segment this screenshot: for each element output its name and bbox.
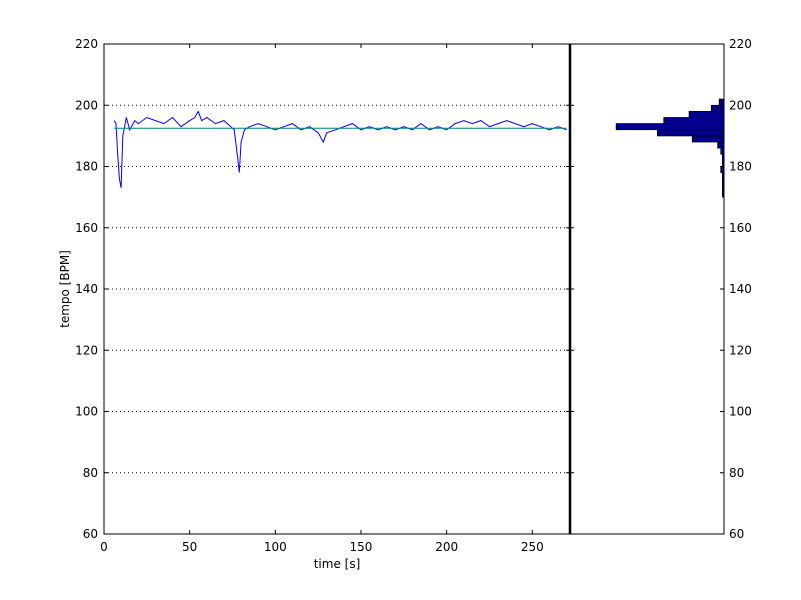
histogram-bar-186 [717, 141, 725, 149]
hist-y-tick-label-180: 180 [729, 160, 752, 174]
y-tick-label-60: 60 [83, 527, 98, 541]
hist-y-tick-label-100: 100 [729, 405, 752, 419]
histogram-bar-196 [688, 111, 725, 118]
hist-y-tick-label-160: 160 [729, 221, 752, 235]
hist-y-tick-label-60: 60 [729, 527, 744, 541]
x-tick-label-150: 150 [350, 540, 373, 554]
y-ticks: 60 80 100 120 140 160 180 200 220 [75, 37, 570, 541]
histogram-bar-200 [718, 98, 725, 106]
histogram-plot: 60 80 100 120 140 160 180 200 220 [568, 37, 752, 541]
histogram-bar-194 [663, 117, 725, 124]
x-tick-label-0: 0 [100, 540, 108, 554]
histogram-bar-190 [657, 129, 725, 137]
y-tick-label-100: 100 [75, 405, 98, 419]
x-tick-label-200: 200 [435, 540, 458, 554]
hist-y-tick-label-220: 220 [729, 37, 752, 51]
hist-y-tick-label-120: 120 [729, 343, 752, 357]
x-tick-label-50: 50 [182, 540, 197, 554]
main-grid [104, 104, 570, 474]
histogram-bar-192 [615, 123, 725, 131]
y-axis-label: tempo [BPM] [58, 250, 72, 328]
y-tick-label-200: 200 [75, 98, 98, 112]
x-tick-label-250: 250 [521, 540, 544, 554]
histogram-y-ticks: 60 80 100 120 140 160 180 200 220 [570, 37, 752, 541]
y-tick-label-160: 160 [75, 221, 98, 235]
y-tick-label-120: 120 [75, 343, 98, 357]
y-tick-label-180: 180 [75, 160, 98, 174]
x-axis-label: time [s] [314, 557, 361, 571]
histogram-bar-198 [710, 104, 725, 112]
y-tick-label-220: 220 [75, 37, 98, 51]
main-plot: 0 50 100 150 200 250 60 80 100 120 140 160 180 200 22… [58, 37, 571, 571]
y-tick-label-80: 80 [83, 466, 98, 480]
x-tick-label-100: 100 [264, 540, 287, 554]
y-tick-label-140: 140 [75, 282, 98, 296]
x-ticks: 0 50 100 150 200 250 [100, 44, 544, 554]
hist-y-tick-label-200: 200 [729, 98, 752, 112]
series-0-line [113, 110, 567, 188]
main-series-group [113, 110, 567, 188]
hist-y-tick-label-80: 80 [729, 466, 744, 480]
histogram-bar-188 [691, 135, 725, 143]
hist-y-tick-label-140: 140 [729, 282, 752, 296]
